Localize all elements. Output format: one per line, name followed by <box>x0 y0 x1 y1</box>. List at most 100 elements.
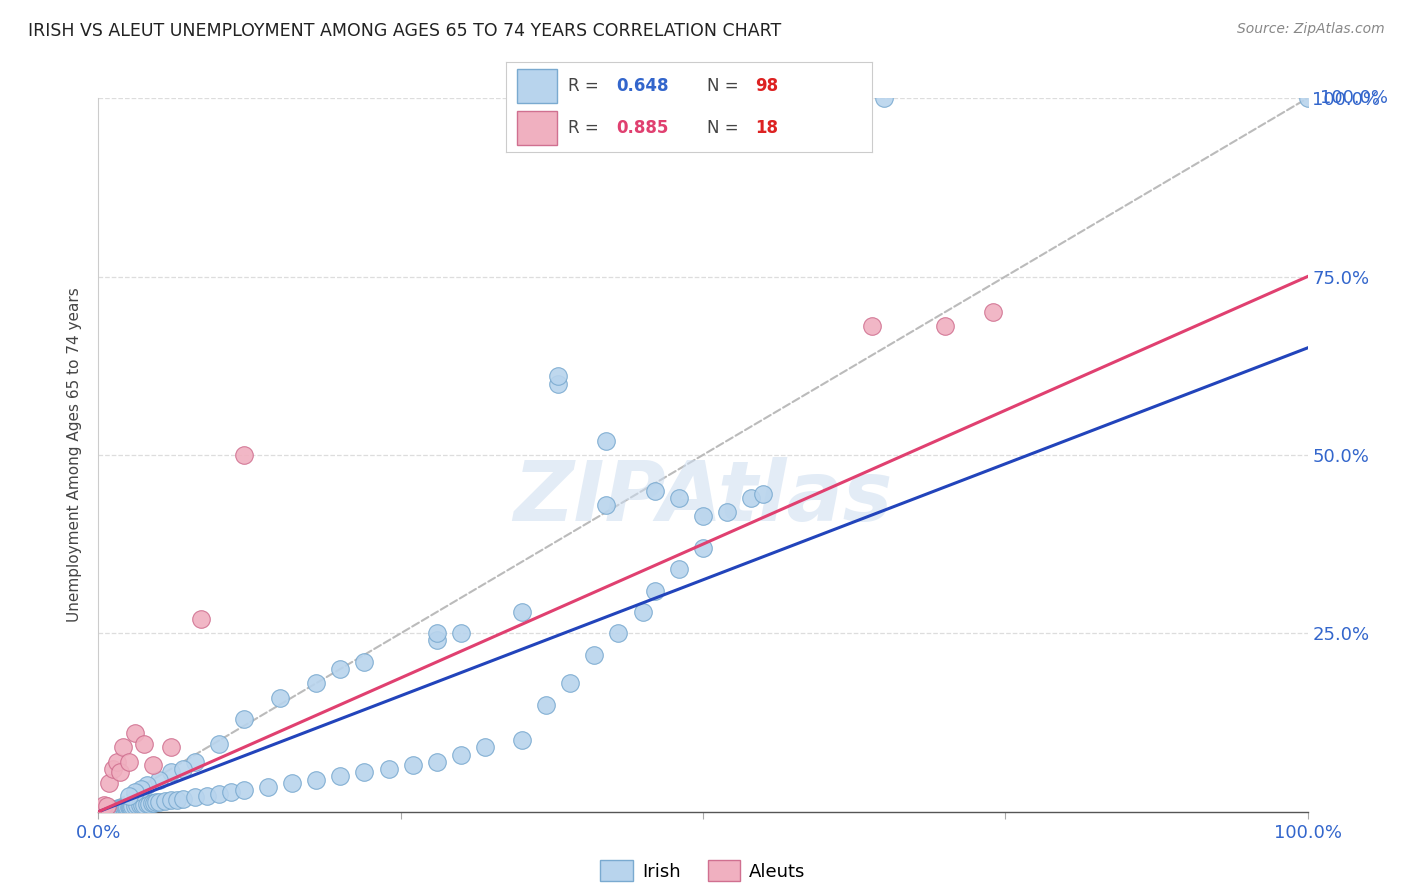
Point <box>108 802 131 816</box>
Point <box>426 633 449 648</box>
Point <box>860 319 883 334</box>
Text: 100.0%: 100.0% <box>1320 89 1388 107</box>
Point <box>91 803 114 817</box>
Point <box>426 755 449 769</box>
Point <box>208 787 231 801</box>
Point <box>474 740 496 755</box>
Point <box>668 562 690 576</box>
Point <box>93 803 115 817</box>
Point <box>221 785 243 799</box>
Point <box>100 803 122 817</box>
Point <box>103 803 125 817</box>
Point <box>172 762 194 776</box>
Point <box>148 772 170 787</box>
Point <box>305 772 328 787</box>
Point <box>117 799 139 814</box>
Point <box>120 799 142 814</box>
Point <box>402 758 425 772</box>
Point <box>98 803 121 817</box>
Point <box>692 541 714 555</box>
Text: ZIPAtlas: ZIPAtlas <box>513 458 893 538</box>
Point <box>108 765 131 780</box>
Point <box>547 376 569 391</box>
Point <box>329 662 352 676</box>
Point <box>105 755 128 769</box>
Point <box>510 605 533 619</box>
Point <box>668 491 690 505</box>
Point <box>232 448 254 462</box>
Point <box>377 762 399 776</box>
Point <box>114 800 136 814</box>
Text: 0.648: 0.648 <box>616 77 668 95</box>
Legend: Irish, Aleuts: Irish, Aleuts <box>593 853 813 888</box>
Point <box>141 796 163 810</box>
Point <box>108 801 131 815</box>
Point <box>595 434 617 448</box>
Point <box>93 797 115 812</box>
Point <box>89 804 111 818</box>
Point <box>98 776 121 790</box>
Point <box>631 605 654 619</box>
Point <box>450 626 472 640</box>
Point <box>607 626 630 640</box>
Point <box>96 803 118 817</box>
Point <box>740 491 762 505</box>
Point <box>166 792 188 806</box>
Point <box>148 795 170 809</box>
Point <box>160 765 183 780</box>
Point <box>873 91 896 105</box>
Y-axis label: Unemployment Among Ages 65 to 74 years: Unemployment Among Ages 65 to 74 years <box>67 287 83 623</box>
Point <box>111 800 134 814</box>
Point <box>510 733 533 747</box>
Point <box>105 802 128 816</box>
Point <box>87 805 110 819</box>
Point <box>118 800 141 814</box>
Point <box>160 793 183 807</box>
Point <box>1296 91 1319 105</box>
Point <box>534 698 557 712</box>
Point <box>128 798 150 813</box>
Point <box>111 740 134 755</box>
Text: 98: 98 <box>755 77 778 95</box>
Point <box>256 780 278 794</box>
Point <box>450 747 472 762</box>
Point <box>934 319 956 334</box>
Point <box>329 769 352 783</box>
Point <box>101 802 124 816</box>
Point <box>118 789 141 803</box>
Point <box>118 799 141 814</box>
Point <box>110 801 132 815</box>
Point <box>124 799 146 814</box>
Point <box>118 755 141 769</box>
Point <box>190 612 212 626</box>
Point <box>112 801 135 815</box>
Point <box>160 740 183 755</box>
Point <box>135 797 157 811</box>
Point <box>135 778 157 792</box>
Point <box>269 690 291 705</box>
Point <box>124 726 146 740</box>
Point <box>195 789 218 803</box>
Point <box>232 783 254 797</box>
Point <box>595 498 617 512</box>
Point <box>134 737 156 751</box>
Point <box>644 583 666 598</box>
Point <box>97 803 120 817</box>
Point <box>558 676 581 690</box>
Point <box>104 802 127 816</box>
Point <box>692 508 714 523</box>
Text: N =: N = <box>707 119 744 136</box>
Point <box>91 804 114 818</box>
Point <box>172 792 194 806</box>
Point <box>142 758 165 772</box>
Point <box>138 797 160 811</box>
Point <box>91 801 114 815</box>
Point <box>96 799 118 814</box>
Text: R =: R = <box>568 77 605 95</box>
Point <box>305 676 328 690</box>
Point <box>134 797 156 812</box>
Point <box>752 487 775 501</box>
Point <box>124 785 146 799</box>
Point <box>644 483 666 498</box>
Point <box>426 626 449 640</box>
